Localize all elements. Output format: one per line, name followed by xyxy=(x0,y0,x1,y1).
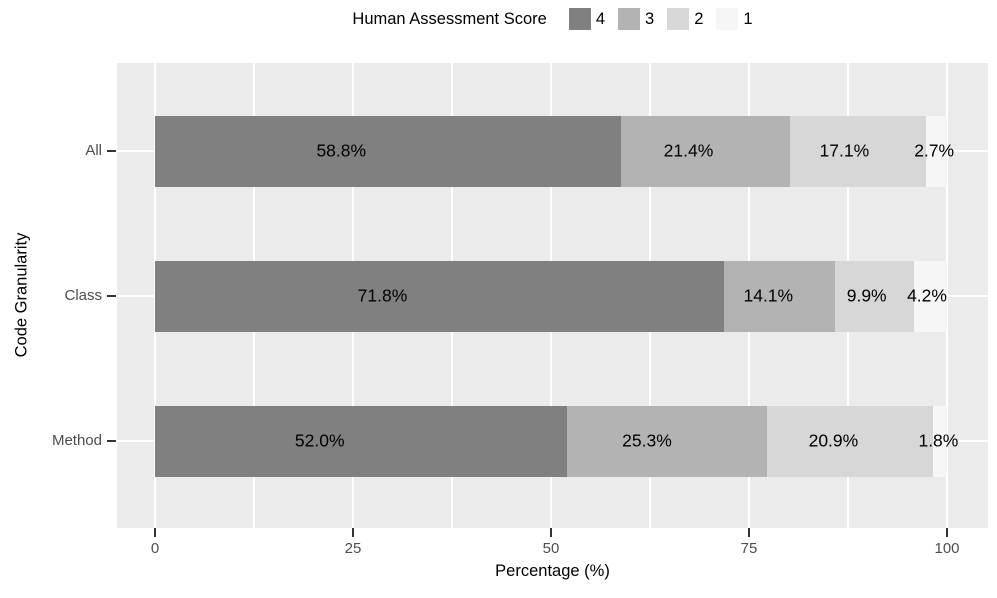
legend-swatch-icon xyxy=(667,8,690,30)
bar-segment-score-2: 20.9% xyxy=(767,405,933,477)
legend: Human Assessment Score 4 3 2 1 xyxy=(117,3,988,35)
y-axis-tick xyxy=(107,149,116,153)
legend-item-score-3: 3 xyxy=(618,8,654,30)
bar-segment-label: 58.8% xyxy=(316,140,367,161)
legend-key-label: 3 xyxy=(645,9,655,28)
y-axis-tick xyxy=(107,439,116,443)
bar-segment-label: 52.0% xyxy=(294,430,345,451)
legend-title: Human Assessment Score xyxy=(352,9,547,28)
bar-segment-score-3: 21.4% xyxy=(620,115,791,187)
x-axis-tick xyxy=(351,528,355,537)
legend-items: 4 3 2 1 xyxy=(556,8,753,30)
x-axis-tick-label: 0 xyxy=(150,540,160,557)
bar-segment-label: 71.8% xyxy=(357,285,408,306)
legend-item-score-1: 1 xyxy=(716,8,753,30)
bar-row-class: 71.8% 14.1% 9.9% 4.2% xyxy=(155,260,947,332)
bar-row-method: 52.0% 25.3% 20.9% 1.8% xyxy=(155,405,958,477)
y-axis-title: Code Granularity xyxy=(12,232,31,358)
legend-item-score-2: 2 xyxy=(667,8,703,30)
bar-segment-score-3: 25.3% xyxy=(566,405,768,477)
x-axis-tick-label: 75 xyxy=(740,540,758,557)
y-axis-tick-label: Method xyxy=(51,432,102,449)
legend-swatch-icon xyxy=(568,8,591,30)
bar-segment-label: 21.4% xyxy=(663,140,714,161)
legend-key-label: 4 xyxy=(595,9,606,28)
legend-item-score-4: 4 xyxy=(568,8,606,30)
bar-segment-score-4: 58.8% xyxy=(155,115,621,187)
bar-segment-score-1: 4.2% xyxy=(907,260,947,332)
bar-segment-score-1: 1.8% xyxy=(918,405,958,477)
bar-segment-score-2: 9.9% xyxy=(835,260,914,332)
x-axis-tick-label: 25 xyxy=(344,540,362,557)
x-axis-tick-label: 100 xyxy=(934,540,960,557)
bar-segment-label: 1.8% xyxy=(918,430,959,451)
bar-row-all: 58.8% 21.4% 17.1% 2.7% xyxy=(155,115,954,187)
bar-segment-score-1: 2.7% xyxy=(914,115,954,187)
bar-segment-label: 17.1% xyxy=(819,140,870,161)
bar-segment-score-4: 52.0% xyxy=(155,405,567,477)
bar-segment-score-3: 14.1% xyxy=(723,260,836,332)
x-axis-title: Percentage (%) xyxy=(495,562,610,580)
y-axis-tick-label: Class xyxy=(64,287,102,304)
legend-swatch-icon xyxy=(716,8,739,30)
bar-segment-label: 9.9% xyxy=(846,285,887,306)
plot-panel: 58.8% 21.4% 17.1% 2.7% 71.8% 14.1% 9.9% 4.2% 52.… xyxy=(117,63,988,528)
legend-key-label: 2 xyxy=(694,9,704,28)
y-axis-tick xyxy=(107,294,116,298)
x-axis-tick xyxy=(945,528,949,537)
bar-segment-label: 14.1% xyxy=(743,285,794,306)
bar-segment-label: 2.7% xyxy=(914,140,955,161)
legend-key-label: 1 xyxy=(743,9,753,28)
bar-segment-label: 25.3% xyxy=(622,430,672,451)
bar-segment-label: 20.9% xyxy=(808,430,859,451)
bar-segment-label: 4.2% xyxy=(907,285,947,306)
x-axis-tick xyxy=(153,528,157,537)
bar-segment-score-2: 17.1% xyxy=(790,115,926,187)
bar-segment-score-4: 71.8% xyxy=(155,260,724,332)
x-axis-tick-label: 50 xyxy=(542,540,560,557)
legend-swatch-icon xyxy=(618,8,641,30)
x-axis-tick xyxy=(549,528,553,537)
y-axis-tick-label: All xyxy=(85,142,102,159)
x-axis-tick xyxy=(747,528,751,537)
